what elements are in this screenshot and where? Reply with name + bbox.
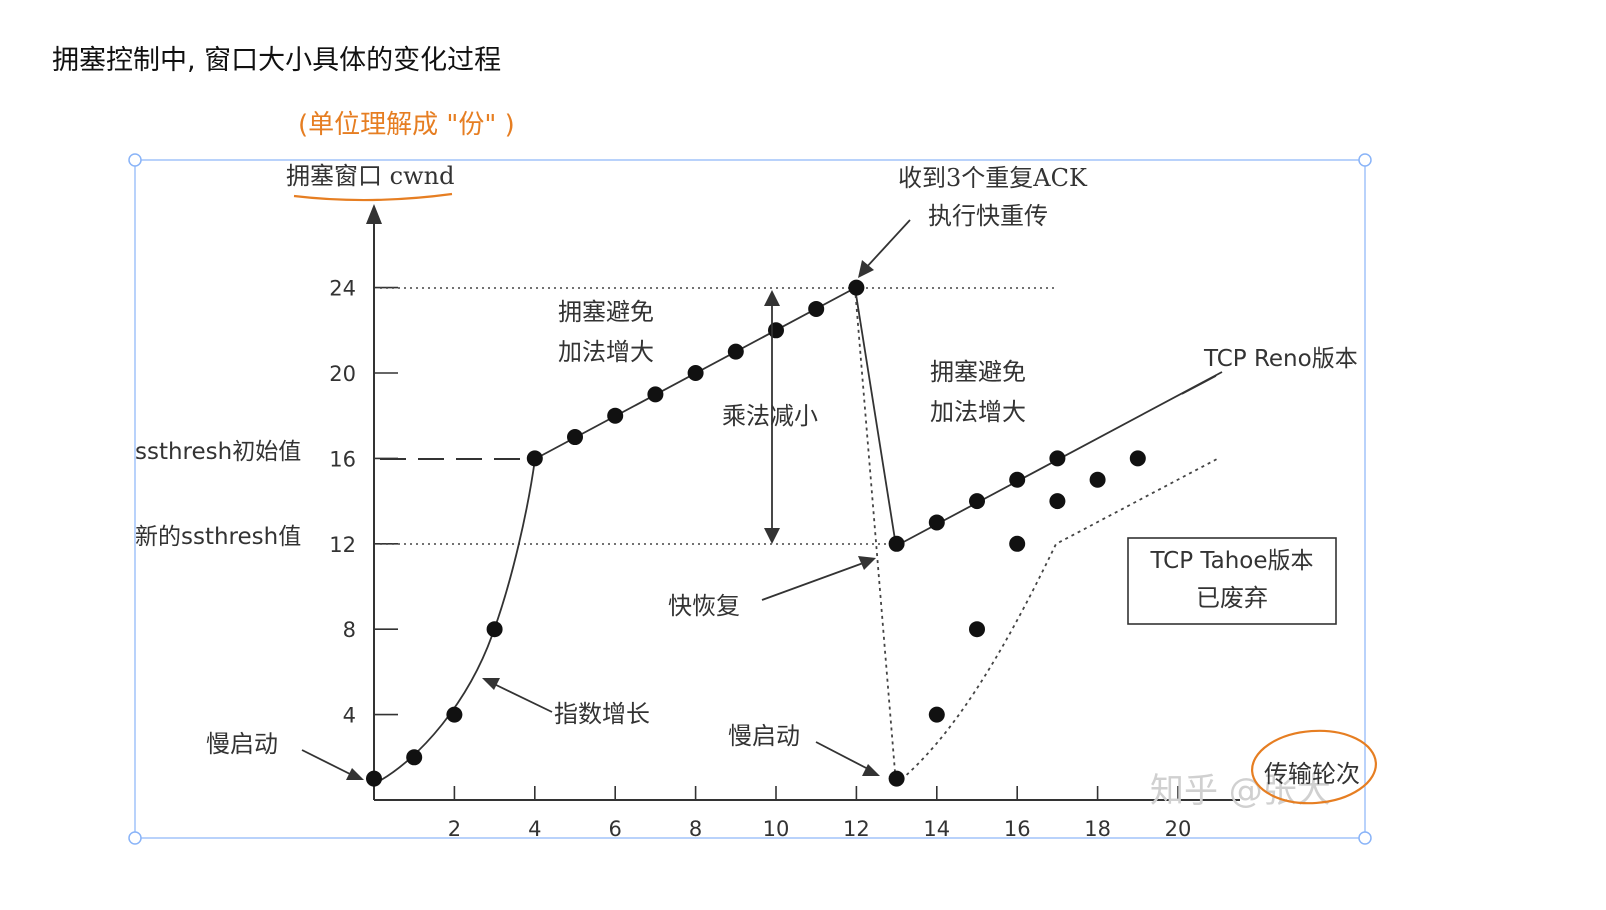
label-ca2-line2: 加法增大	[930, 398, 1026, 426]
y-tick-label: 12	[329, 533, 356, 557]
arrowhead-slow-start-1	[346, 768, 364, 780]
reno-data-point	[486, 621, 503, 638]
label-ca1-line1: 拥塞避免	[558, 298, 654, 326]
unit-note: (单位理解成 "份" )	[298, 110, 515, 140]
pointer-fast-recovery	[761, 561, 867, 601]
tahoe-data-point	[1049, 493, 1066, 510]
pointer-slow-start-1	[301, 749, 355, 777]
image-selection-frame	[134, 159, 1366, 839]
label-ca1-line2: 加法增大	[558, 338, 654, 366]
y-tick-label: 24	[329, 277, 356, 301]
resize-handle-tl[interactable]	[128, 153, 142, 167]
reno-data-point	[687, 365, 704, 381]
resize-handle-bl[interactable]	[128, 831, 142, 845]
y-tick-label: 8	[343, 618, 356, 642]
reno-data-point	[526, 450, 543, 467]
reno-data-point	[1009, 471, 1026, 488]
resize-handle-tr[interactable]	[1358, 153, 1372, 167]
x-tick-label: 16	[1004, 817, 1031, 841]
watermark: 知乎 @张大	[1150, 771, 1331, 811]
y-axis-arrow	[366, 204, 382, 224]
page-heading: 拥塞控制中, 窗口大小具体的变化过程	[52, 45, 502, 76]
pointer-reno	[1181, 375, 1217, 395]
reno-data-point	[928, 514, 945, 531]
y-tick-group: 4 8 12 16 20 24	[329, 277, 398, 728]
tahoe-growth-curve	[895, 458, 1218, 785]
y-tick-label: 16	[329, 447, 356, 471]
y-tick-label: 20	[329, 362, 356, 386]
tahoe-data-point	[969, 621, 985, 638]
slow-start-curve	[373, 458, 536, 785]
reno-data-point	[647, 386, 664, 403]
label-ca2-line1: 拥塞避免	[930, 358, 1026, 386]
x-axis-title: 传输轮次	[1264, 760, 1360, 788]
tahoe-drop-line	[854, 287, 897, 785]
label-tahoe-line1: TCP Tahoe版本	[1149, 548, 1313, 574]
label-three-dup-ack: 收到3个重复ACK	[898, 164, 1088, 192]
y-axis-title: 拥塞窗口 cwnd	[286, 162, 454, 190]
label-fast-recovery: 快恢复	[668, 592, 740, 620]
label-tahoe-line2: 已废弃	[1196, 584, 1268, 612]
pointer-fast-retransmit	[863, 219, 911, 271]
x-tick-label: 2	[448, 817, 461, 841]
resize-handle-br[interactable]	[1358, 831, 1372, 845]
label-initial-ssthresh: ssthresh初始值	[135, 439, 301, 465]
reno-data-point	[808, 300, 825, 317]
reno-data-point	[727, 343, 744, 360]
x-tick-label: 10	[763, 817, 790, 841]
orange-circle-annotation	[1251, 729, 1377, 805]
label-mult-decrease: 乘法减小	[722, 402, 818, 430]
arrowhead-slow-start-2	[862, 764, 880, 776]
tahoe-data-point	[1089, 471, 1106, 488]
reno-data-point	[567, 429, 583, 446]
label-slow-start-2: 慢启动	[728, 722, 800, 750]
data-point-group	[366, 279, 1146, 787]
reno-data-point	[969, 493, 985, 510]
reno-data-point	[768, 322, 784, 339]
label-slow-start-1: 慢启动	[206, 730, 278, 758]
tahoe-data-point	[888, 770, 905, 787]
pointer-exp-growth	[489, 681, 553, 713]
label-fast-retransmit: 执行快重传	[928, 202, 1048, 230]
reno-data-point	[406, 749, 423, 766]
x-tick-label: 18	[1084, 817, 1111, 841]
x-tick-label: 20	[1165, 817, 1192, 841]
x-tick-group: 2 4 6 8 10 12 14 16 18 20	[448, 786, 1192, 841]
y-tick-label: 4	[343, 704, 356, 728]
tahoe-data-point	[928, 706, 945, 723]
label-exp-growth: 指数增长	[554, 700, 650, 728]
tahoe-box	[1127, 537, 1337, 625]
arrowhead-exp-growth	[482, 678, 500, 690]
orange-underline	[293, 192, 453, 202]
label-reno: TCP Reno版本	[1203, 346, 1358, 372]
reno-data-point	[848, 279, 865, 296]
reno-data-point	[366, 770, 382, 787]
reno-data-point	[888, 535, 905, 552]
label-new-ssthresh: 新的ssthresh值	[135, 524, 301, 550]
x-tick-label: 4	[528, 817, 541, 841]
arrowhead-down	[764, 528, 780, 544]
arrowhead-up	[764, 290, 780, 306]
x-tick-label: 14	[923, 817, 950, 841]
arrowhead-fast-retransmit	[858, 260, 874, 278]
arrowhead-fast-recovery	[858, 556, 876, 570]
x-tick-label: 8	[689, 817, 702, 841]
reno-data-point	[607, 407, 624, 424]
reno-data-point	[446, 706, 463, 723]
tahoe-data-point	[1009, 535, 1026, 552]
tahoe-data-point	[1129, 450, 1146, 467]
reno-data-point	[1049, 450, 1066, 467]
x-tick-label: 12	[843, 817, 870, 841]
x-tick-label: 6	[609, 817, 622, 841]
pointer-slow-start-2	[815, 741, 871, 771]
reno-drop-line	[854, 287, 897, 547]
